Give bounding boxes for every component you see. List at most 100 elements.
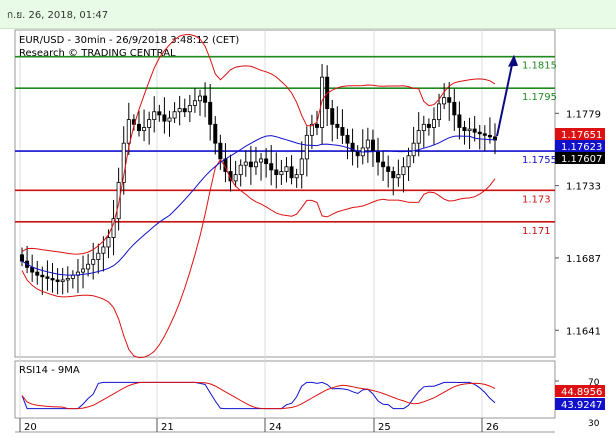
rsi-tick-label: 30 — [588, 419, 600, 429]
price-badge — [555, 140, 605, 152]
header-timestamp: ก.ย. 26, 2018, 01:47 — [7, 10, 109, 21]
candle-body — [335, 123, 340, 128]
moving-average-line — [21, 135, 496, 276]
time-tick-label: 25 — [378, 422, 391, 433]
candle-body — [437, 103, 442, 121]
candle-body — [401, 166, 406, 176]
chart-subtitle: Research © TRADING CENTRAL — [19, 48, 176, 59]
candle-body — [492, 136, 497, 141]
header-bar: ก.ย. 26, 2018, 01:47 — [0, 0, 616, 29]
candle-body — [452, 101, 457, 116]
candle-body — [111, 218, 116, 238]
candle-body — [284, 166, 289, 172]
candle-body — [274, 169, 279, 176]
candle-body — [19, 254, 24, 262]
candle-body — [116, 182, 121, 220]
candle-body — [370, 139, 375, 152]
candle-body — [157, 111, 162, 116]
candle-body — [192, 100, 197, 106]
candle-body — [167, 117, 172, 122]
candle-body — [253, 161, 258, 168]
candle-body — [269, 163, 274, 171]
candle-body — [309, 123, 314, 136]
candle-body — [208, 101, 213, 125]
candle-body — [299, 158, 304, 176]
rsi-tick-label: 70 — [588, 378, 600, 388]
candle-body — [172, 111, 177, 119]
candle-body — [248, 161, 253, 168]
candle-body — [396, 174, 401, 179]
price-tick-label: 1.1733 — [566, 182, 601, 193]
candle-body — [421, 123, 426, 132]
candle-body — [86, 263, 91, 270]
rsi-line — [21, 381, 496, 410]
price-tick-label: 1.1641 — [566, 326, 601, 337]
candle-body — [198, 95, 203, 102]
rsi-badge — [555, 385, 605, 397]
candle-body — [152, 111, 157, 121]
price-badge — [555, 128, 605, 140]
candle-body — [60, 279, 65, 282]
candle-body — [462, 127, 467, 132]
rsi-badge-label: 44.8956 — [561, 387, 602, 398]
candle-body — [203, 95, 208, 103]
candle-body — [406, 155, 411, 168]
level-label: 1.173 — [522, 194, 551, 205]
candle-body — [472, 128, 477, 133]
candle-body — [213, 123, 218, 144]
candle-body — [50, 277, 55, 281]
rsi-badge-label: 43.9247 — [561, 400, 602, 411]
rsi-panel-frame — [14, 360, 556, 419]
candle-body — [142, 127, 147, 132]
price-panel-frame — [14, 29, 556, 358]
time-tick-label: 26 — [486, 422, 499, 433]
candle-body — [91, 259, 96, 265]
candle-body — [381, 161, 386, 168]
candle-body — [487, 134, 492, 138]
forecast-arrow-shaft — [496, 64, 513, 137]
candle-body — [330, 108, 335, 125]
candle-body — [45, 276, 50, 279]
level-label: 1.1795 — [522, 92, 557, 103]
candle-body — [294, 174, 299, 179]
candle-body — [345, 134, 350, 144]
time-tick-label: 24 — [269, 422, 282, 433]
candle-body — [467, 128, 472, 132]
candle-body — [279, 171, 284, 176]
forecast-arrow-head — [508, 54, 518, 67]
candle-body — [81, 268, 86, 273]
time-tick-label: 21 — [161, 422, 174, 433]
chart-title: EUR/USD - 30min - 26/9/2018 3:48:12 (CET… — [19, 35, 239, 46]
price-tick-label: 1.1779 — [566, 109, 601, 120]
candle-body — [340, 127, 345, 136]
candle-body — [391, 171, 396, 179]
candle-body — [177, 108, 182, 113]
candle-body — [182, 108, 187, 113]
level-label: 1.171 — [522, 226, 551, 237]
candle-body — [264, 158, 269, 165]
candle-body — [482, 133, 487, 136]
candle-body — [218, 142, 223, 160]
level-label: 1.1815 — [522, 61, 557, 72]
candle-body — [55, 279, 60, 282]
candle-body — [126, 119, 131, 144]
candle-body — [457, 114, 462, 128]
candle-body — [411, 142, 416, 157]
candle-body — [477, 131, 482, 135]
price-badge-label: 1.17623 — [561, 142, 602, 153]
level-label: 1.1755 — [522, 155, 557, 166]
candle-body — [386, 166, 391, 172]
rsi-ma-line — [21, 381, 496, 410]
candle-body — [416, 130, 421, 144]
candle-body — [376, 150, 381, 163]
bollinger-lower-band — [21, 158, 496, 359]
rsi-label: RSI14 - 9MA — [19, 365, 80, 376]
price-badge-label: 1.17651 — [561, 130, 602, 141]
candle-body — [447, 97, 452, 103]
candle-body — [30, 266, 35, 273]
candle-body — [314, 123, 319, 128]
candle-body — [147, 119, 152, 128]
candle-body — [101, 246, 106, 254]
price-tick-label: 1.1687 — [566, 254, 601, 265]
candle-body — [96, 252, 101, 260]
